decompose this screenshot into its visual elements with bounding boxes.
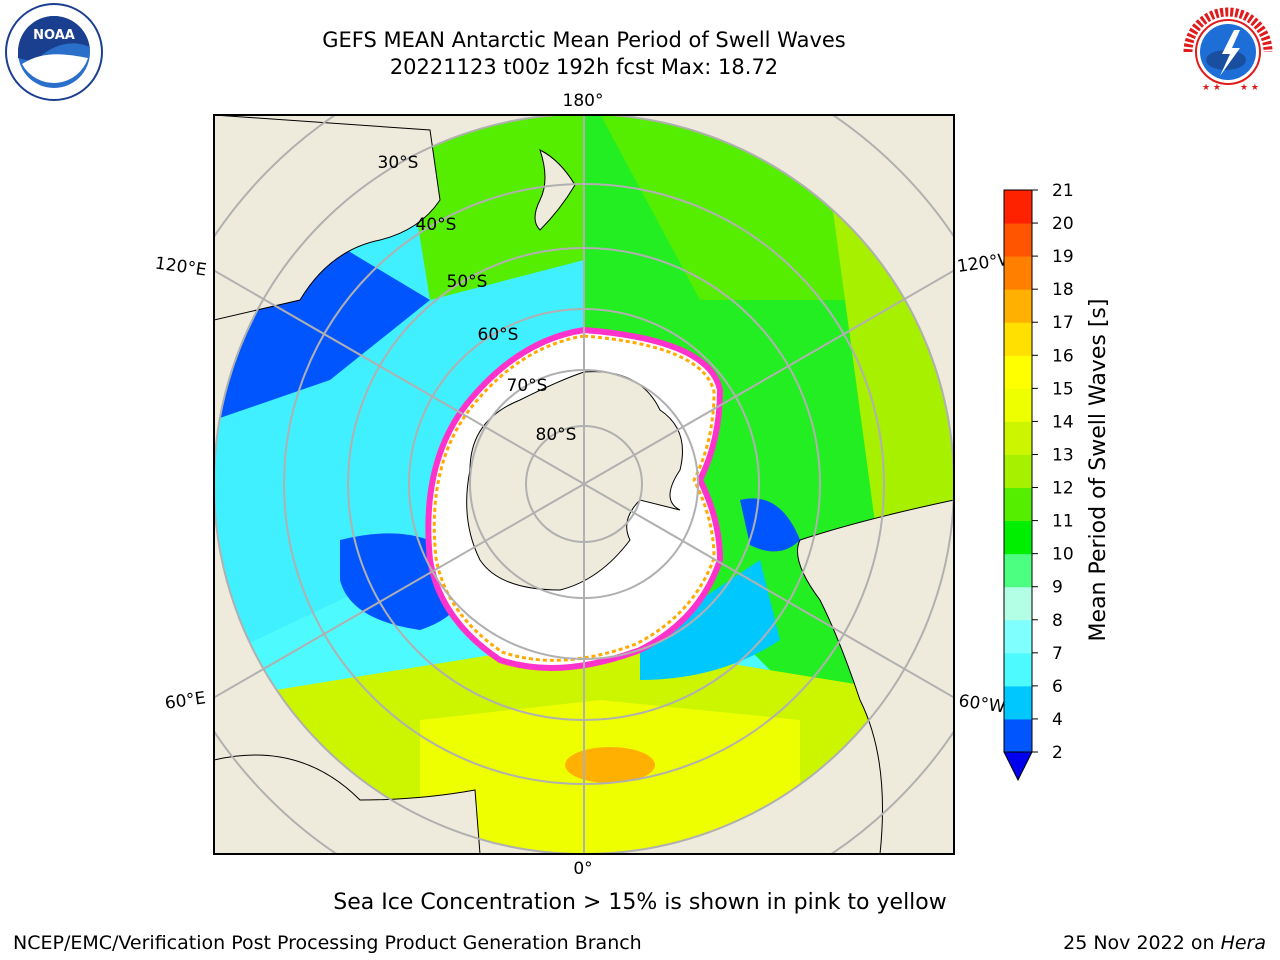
colorbar-tick-label: 18 [1052, 280, 1074, 300]
colorbar-tick-label: 12 [1052, 479, 1074, 499]
colorbar-extend-arrow [1003, 751, 1033, 782]
colorbar-segment [1004, 454, 1032, 489]
colorbar-tick-label: 13 [1052, 445, 1074, 465]
colorbar-segment [1004, 619, 1032, 654]
colorbar-tick-label: 14 [1052, 412, 1074, 432]
colorbar-tick-label: 11 [1052, 512, 1074, 532]
chart-title: GEFS MEAN Antarctic Mean Period of Swell… [322, 28, 846, 52]
colorbar-segment [1004, 388, 1032, 422]
lon-label-60w: 60°W [957, 691, 1006, 717]
colorbar-tick-label: 10 [1052, 545, 1074, 565]
lat-label-60s: 60°S [478, 325, 519, 345]
colorbar-segment [1004, 553, 1032, 588]
colorbar-tick-label: 17 [1052, 313, 1074, 333]
colorbar-segment [1004, 487, 1032, 522]
colorbar-tick-label: 4 [1052, 710, 1063, 730]
caption: Sea Ice Concentration > 15% is shown in … [333, 890, 947, 915]
colorbar-segment [1004, 520, 1032, 555]
colorbar-segment [1004, 685, 1032, 720]
colorbar-outline [1003, 189, 1033, 753]
colorbar-tick-label: 2 [1052, 743, 1063, 763]
colorbar-segment [1004, 586, 1032, 621]
colorbar-segment [1004, 289, 1032, 323]
lon-label-120e: 120°E [154, 254, 208, 281]
colorbar: 2 4 6 7 8 9 10 11 12 13 14 15 16 17 18 19 20 21 [1003, 181, 1074, 782]
colorbar-segment [1004, 421, 1032, 455]
lon-label-180: 180° [563, 91, 604, 111]
lon-label-60e: 60°E [164, 688, 207, 713]
national-weather-service-logo-icon: ★ ★ ★ ★ [1180, 4, 1276, 100]
antarctica-land [466, 371, 683, 591]
colorbar-segment [1004, 355, 1032, 389]
lat-label-40s: 40°S [416, 215, 457, 235]
colorbar-tick-label: 8 [1052, 611, 1063, 631]
colorbar-tick-label: 6 [1052, 677, 1063, 697]
credit-text: NCEP/EMC/Verification Post Processing Pr… [13, 932, 642, 954]
chart-subtitle: 20221123 t00z 192h fcst Max: 18.72 [389, 55, 779, 79]
colorbar-tick-label: 15 [1052, 379, 1074, 399]
colorbar-tick-label: 19 [1052, 247, 1074, 267]
lat-label-70s: 70°S [507, 376, 548, 396]
colorbar-tick-label: 21 [1052, 181, 1074, 201]
colorbar-segment [1004, 322, 1032, 356]
svg-text:★ ★: ★ ★ [1240, 83, 1259, 93]
lat-label-80s: 80°S [536, 425, 577, 445]
colorbar-tick-label: 7 [1052, 644, 1063, 664]
colorbar-segment [1004, 718, 1032, 753]
africa-land [214, 754, 481, 854]
lat-label-50s: 50°S [447, 272, 488, 292]
colorbar-segment [1004, 256, 1032, 290]
colorbar-label: Mean Period of Swell Waves [s] [1086, 299, 1111, 642]
host-name: Hera [1220, 932, 1266, 954]
lon-label-0: 0° [573, 859, 592, 879]
lat-label-30s: 30°S [378, 153, 419, 173]
graticule [214, 115, 954, 854]
colorbar-segment [1004, 652, 1032, 687]
svg-text:★ ★: ★ ★ [1202, 83, 1221, 93]
noaa-logo-icon: NOAA [5, 3, 103, 101]
colorbar-segment [1004, 190, 1032, 224]
map-border [213, 114, 955, 855]
colorbar-tick-label: 20 [1052, 214, 1074, 234]
colorbar-tick-label: 9 [1052, 578, 1063, 598]
date-stamp: 25 Nov 2022 on Hera [1063, 932, 1266, 954]
svg-text:NOAA: NOAA [33, 28, 75, 43]
date-text: 25 Nov 2022 on [1063, 932, 1221, 954]
south-america-land [797, 499, 954, 854]
colorbar-segment [1004, 223, 1032, 257]
colorbar-tick-label: 16 [1052, 346, 1074, 366]
